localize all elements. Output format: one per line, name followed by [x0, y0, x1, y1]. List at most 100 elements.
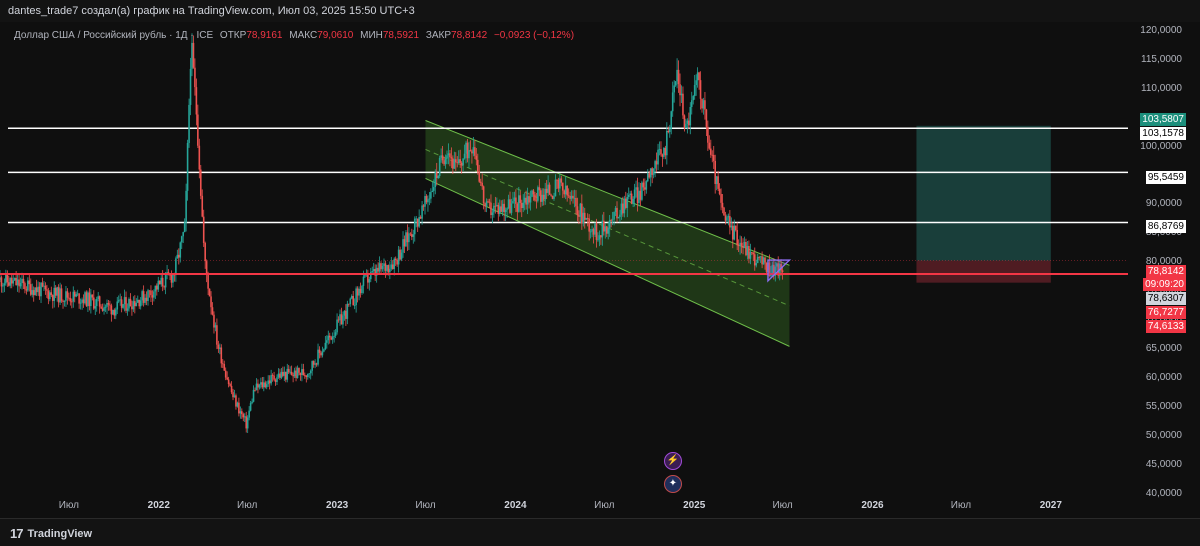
- candle-down: [82, 299, 85, 304]
- candle-down: [113, 309, 116, 316]
- candle-down: [374, 269, 376, 276]
- candle-up: [627, 194, 630, 197]
- candle-down: [679, 84, 681, 96]
- candle-up: [172, 274, 174, 283]
- candle-up: [185, 190, 187, 223]
- candle-up: [128, 298, 130, 309]
- candle-down: [129, 298, 132, 307]
- x-tick-label: Июл: [950, 500, 972, 511]
- candle-up: [597, 239, 599, 241]
- candle-up: [263, 382, 265, 388]
- candle-down: [545, 188, 548, 193]
- candle-down: [600, 235, 602, 238]
- candle-down: [264, 382, 267, 388]
- candle-down: [752, 253, 755, 255]
- candle-down: [479, 181, 482, 183]
- candle-up: [87, 292, 89, 307]
- close-label: ЗАКР: [425, 30, 452, 41]
- candle-up: [657, 149, 659, 165]
- candle-up: [362, 276, 365, 286]
- candle-up: [670, 111, 673, 129]
- x-tick-label: Июл: [237, 500, 258, 511]
- candle-up: [626, 196, 629, 208]
- candle-up: [623, 198, 626, 214]
- candle-up: [421, 205, 423, 219]
- candle-up: [258, 384, 261, 388]
- candle-down: [481, 182, 483, 187]
- candle-up: [607, 228, 610, 234]
- lightning-icon[interactable]: ⚡: [664, 452, 682, 470]
- candle-up: [251, 401, 253, 404]
- candle-down: [145, 297, 148, 301]
- candle-up: [375, 267, 378, 276]
- candle-up: [260, 382, 262, 385]
- candle-down: [454, 159, 457, 163]
- candle-up: [749, 252, 752, 259]
- candle-down: [340, 314, 343, 325]
- candle-up: [702, 100, 705, 109]
- candle-up: [507, 199, 510, 209]
- candle-down: [538, 187, 541, 191]
- candle-up: [564, 185, 567, 195]
- candle-down: [120, 299, 123, 308]
- candle-up: [326, 340, 328, 343]
- candle-down: [714, 160, 716, 184]
- tradingview-logo-text: TradingView: [27, 527, 93, 540]
- candle-up: [153, 291, 155, 298]
- candle-up: [2, 285, 4, 287]
- candle-down: [773, 264, 775, 276]
- candle-up: [139, 300, 142, 307]
- candle-up: [154, 285, 157, 292]
- candle-down: [109, 304, 111, 306]
- channel-lower-line: [425, 177, 790, 347]
- candle-up: [620, 203, 623, 215]
- candle-up: [674, 81, 677, 86]
- level-price-label-3: 86,8769: [1145, 220, 1186, 233]
- candle-up: [186, 142, 189, 191]
- candle-up: [164, 274, 167, 288]
- candle-down: [520, 202, 523, 209]
- candle-down: [261, 382, 264, 388]
- candle-down: [583, 212, 586, 220]
- candle-up: [468, 150, 470, 159]
- candle-up: [463, 153, 466, 159]
- candle-down: [204, 242, 206, 262]
- candle-up: [353, 305, 356, 306]
- candle-down: [387, 265, 390, 273]
- candle-down: [748, 246, 750, 259]
- tradingview-logo[interactable]: 17 TradingView: [10, 526, 92, 541]
- candle-up: [430, 192, 432, 199]
- candle-down: [532, 190, 535, 195]
- candle-up: [49, 292, 51, 300]
- candle-up: [79, 302, 82, 304]
- x-tick-label: Июл: [594, 500, 615, 511]
- candle-up: [485, 201, 488, 207]
- candle-down: [245, 416, 248, 429]
- candle-down: [560, 178, 563, 183]
- tradingview-logo-icon: 17: [10, 526, 24, 541]
- candle-down: [651, 168, 653, 175]
- x-tick-label: 2026: [861, 500, 884, 511]
- candle-down: [644, 187, 646, 190]
- last-price-label: 78,8142: [1145, 265, 1186, 278]
- candle-up: [136, 299, 139, 303]
- candle-up: [611, 219, 614, 221]
- candle-down: [452, 158, 454, 169]
- candle-down: [177, 254, 180, 258]
- candle-down: [469, 150, 472, 152]
- candle-up: [19, 282, 22, 287]
- candle-up: [692, 96, 695, 101]
- candle-down: [192, 42, 195, 68]
- candle-up: [358, 288, 360, 296]
- candle-up: [632, 198, 634, 204]
- us-flag-icon[interactable]: ✦: [664, 475, 682, 493]
- candle-down: [639, 190, 642, 200]
- candle-up: [327, 335, 330, 341]
- candle-down: [721, 202, 724, 208]
- candle-up: [690, 100, 693, 107]
- candle-down: [238, 402, 240, 414]
- candle-down: [667, 130, 670, 133]
- candle-up: [504, 209, 507, 213]
- candle-up: [594, 222, 596, 235]
